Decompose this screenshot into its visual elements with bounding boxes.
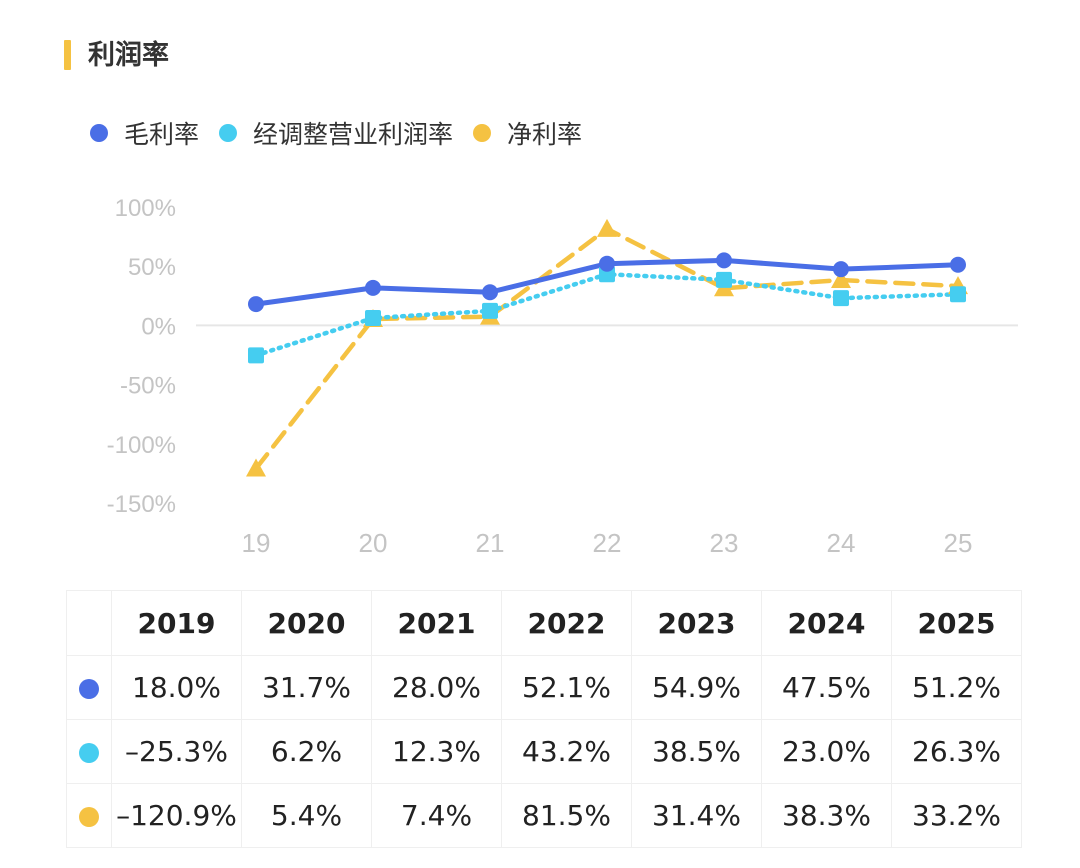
table-cell: 12.3% (371, 719, 502, 784)
legend: 毛利率 经调整营业利润率 净利率 (90, 113, 602, 153)
data-point (833, 261, 849, 278)
table-cell: 26.3% (891, 719, 1022, 784)
table-cell: 54.9% (631, 655, 762, 720)
y-tick-label: 0% (141, 313, 176, 340)
row-marker-cell (66, 783, 112, 848)
row-marker-icon (79, 679, 99, 699)
table-cell: 51.2% (891, 655, 1022, 720)
y-tick-label: 100% (115, 195, 176, 222)
table-header-year: 2021 (371, 590, 502, 656)
legend-item-adjusted[interactable]: 经调整营业利润率 (219, 115, 453, 151)
table-cell: 6.2% (241, 719, 372, 784)
table-cell: 43.2% (501, 719, 632, 784)
title-accent-bar (64, 40, 71, 70)
data-point (716, 252, 732, 269)
y-tick-label: -100% (107, 432, 176, 459)
legend-marker-icon (219, 124, 238, 142)
y-tick-label: 50% (128, 254, 176, 281)
data-point (246, 458, 266, 477)
table-header-year: 2019 (111, 590, 242, 656)
table-cell: 5.4% (241, 783, 372, 848)
y-tick-label: -50% (120, 373, 176, 400)
table-header-year: 2023 (631, 590, 762, 656)
x-tick-label: 22 (593, 528, 622, 558)
table-cell: 28.0% (371, 655, 502, 720)
table-cell: 52.1% (501, 655, 632, 720)
table-cell: 38.5% (631, 719, 762, 784)
legend-marker-icon (473, 124, 492, 142)
table-cell: 31.7% (241, 655, 372, 720)
table-cell: 31.4% (631, 783, 762, 848)
legend-marker-icon (90, 124, 108, 142)
legend-label: 毛利率 (124, 120, 200, 149)
data-point (248, 296, 264, 313)
x-tick-label: 25 (944, 528, 973, 558)
data-point (831, 270, 851, 289)
table-row-adjusted: –25.3% 6.2% 12.3% 43.2% 38.5% 23.0% 26.3… (66, 719, 1022, 784)
table-cell: 81.5% (501, 783, 632, 848)
data-table: 2019 2020 2021 2022 2023 2024 2025 18.0%… (66, 590, 1022, 848)
table-header-row: 2019 2020 2021 2022 2023 2024 2025 (66, 590, 1022, 656)
table-header-year: 2025 (891, 590, 1022, 656)
legend-item-net[interactable]: 净利率 (473, 115, 582, 151)
y-tick-label: -150% (107, 491, 176, 518)
data-point (597, 218, 617, 237)
table-cell: 47.5% (761, 655, 892, 720)
x-tick-label: 19 (242, 528, 271, 558)
table-header-year: 2022 (501, 590, 632, 656)
table-corner-cell (66, 590, 112, 656)
x-tick-label: 24 (827, 528, 856, 558)
data-point (248, 347, 264, 364)
table-cell: 7.4% (371, 783, 502, 848)
data-point (482, 284, 498, 301)
table-cell: –25.3% (111, 719, 242, 784)
data-point (482, 302, 498, 319)
legend-item-gross[interactable]: 毛利率 (90, 115, 199, 151)
row-marker-cell (66, 655, 112, 720)
data-point (365, 279, 381, 296)
table-cell: 23.0% (761, 719, 892, 784)
line-chart: 100% 50% 0% -50% -100% -150% 19 20 21 22 23 24 25 (107, 195, 1018, 558)
table-cell: 38.3% (761, 783, 892, 848)
table-header-year: 2024 (761, 590, 892, 656)
row-marker-cell (66, 719, 112, 784)
data-point (950, 256, 966, 273)
table-row-gross: 18.0% 31.7% 28.0% 52.1% 54.9% 47.5% 51.2… (66, 655, 1022, 720)
data-point (716, 271, 732, 288)
table-cell: 18.0% (111, 655, 242, 720)
table-header-year: 2020 (241, 590, 372, 656)
data-point (950, 286, 966, 303)
data-point (365, 310, 381, 327)
table-row-net: –120.9% 5.4% 7.4% 81.5% 31.4% 38.3% 33.2… (66, 783, 1022, 848)
row-marker-icon (79, 743, 99, 763)
x-tick-label: 21 (476, 528, 505, 558)
legend-label: 净利率 (507, 120, 583, 149)
data-point (833, 290, 849, 307)
chart-title: 利润率 (88, 40, 169, 71)
data-point (599, 255, 615, 272)
row-marker-icon (79, 807, 99, 827)
legend-label: 经调整营业利润率 (253, 120, 454, 149)
x-tick-label: 23 (710, 528, 739, 558)
table-cell: –120.9% (111, 783, 242, 848)
series-line (253, 272, 961, 358)
table-cell: 33.2% (891, 783, 1022, 848)
x-tick-label: 20 (359, 528, 388, 558)
